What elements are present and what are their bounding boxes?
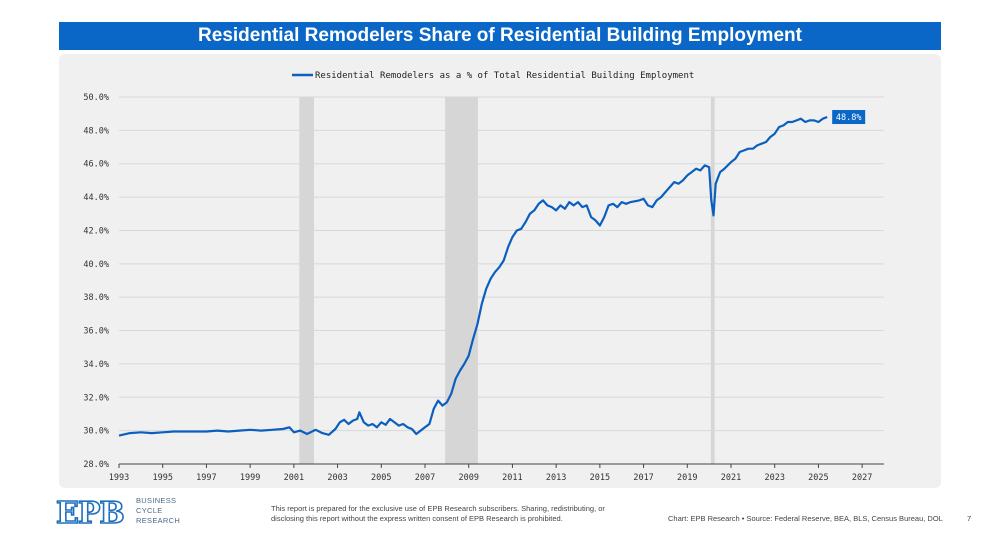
disclaimer-text: This report is prepared for the exclusiv… [271,504,605,523]
x-tick-label: 2009 [458,473,478,483]
recession-band [710,97,715,464]
series-line [118,115,828,437]
chart-panel [59,54,941,488]
y-tick-label: 32.0% [83,393,109,403]
x-tick-label: 1995 [152,473,172,483]
y-tick-label: 46.0% [83,160,109,170]
x-tick-label: 2015 [590,473,610,483]
page-number: 7 [967,514,972,523]
recession-band [445,97,478,464]
x-tick-label: 1997 [196,473,216,483]
y-tick-label: 42.0% [83,226,109,236]
y-tick-label: 40.0% [83,260,109,270]
end-value-label: 48.8% [836,113,862,123]
svg-text:EPB: EPB [56,496,124,528]
x-tick-label: 2027 [852,473,872,483]
x-tick-label: 2021 [721,473,741,483]
x-tick-label: 2019 [677,473,697,483]
x-tick-label: 2001 [284,473,304,483]
y-tick-label: 48.0% [83,126,109,136]
logo-line: RESEARCH [136,516,181,525]
y-tick-label: 34.0% [83,360,109,370]
x-tick-label: 2013 [546,473,566,483]
y-tick-label: 28.0% [83,460,109,470]
line-chart: 28.0% 30.0% 32.0% 34.0% 36.0% 38.0% 40.0% 42.0%… [83,71,884,483]
logo-line: BUSINESS [136,496,177,505]
legend-label: Residential Remodelers as a % of Total R… [315,71,694,81]
chart-title: Residential Remodelers Share of Resident… [59,22,941,50]
y-tick-label: 30.0% [83,427,109,437]
x-tick-label: 1993 [109,473,129,483]
x-tick-label: 2003 [327,473,347,483]
y-tick-label: 50.0% [83,93,109,103]
y-tick-label: 44.0% [83,193,109,203]
x-tick-label: 2005 [371,473,391,483]
x-tick-label: 2007 [415,473,435,483]
end-value-badge [832,110,866,125]
x-tick-label: 2011 [502,473,522,483]
y-tick-label: 36.0% [83,327,109,337]
x-tick-label: 2023 [764,473,784,483]
y-tick-label: 38.0% [83,293,109,303]
source-note: Chart: EPB Research • Source: Federal Re… [668,514,943,523]
logo-subtitle: BUSINESS CYCLE RESEARCH [136,496,180,526]
recession-band [299,97,314,464]
logo-line: CYCLE [136,506,163,515]
x-tick-label: 2017 [633,473,653,483]
epb-logo: EPB [56,495,126,528]
x-tick-label: 2025 [808,473,828,483]
x-tick-label: 1999 [240,473,260,483]
